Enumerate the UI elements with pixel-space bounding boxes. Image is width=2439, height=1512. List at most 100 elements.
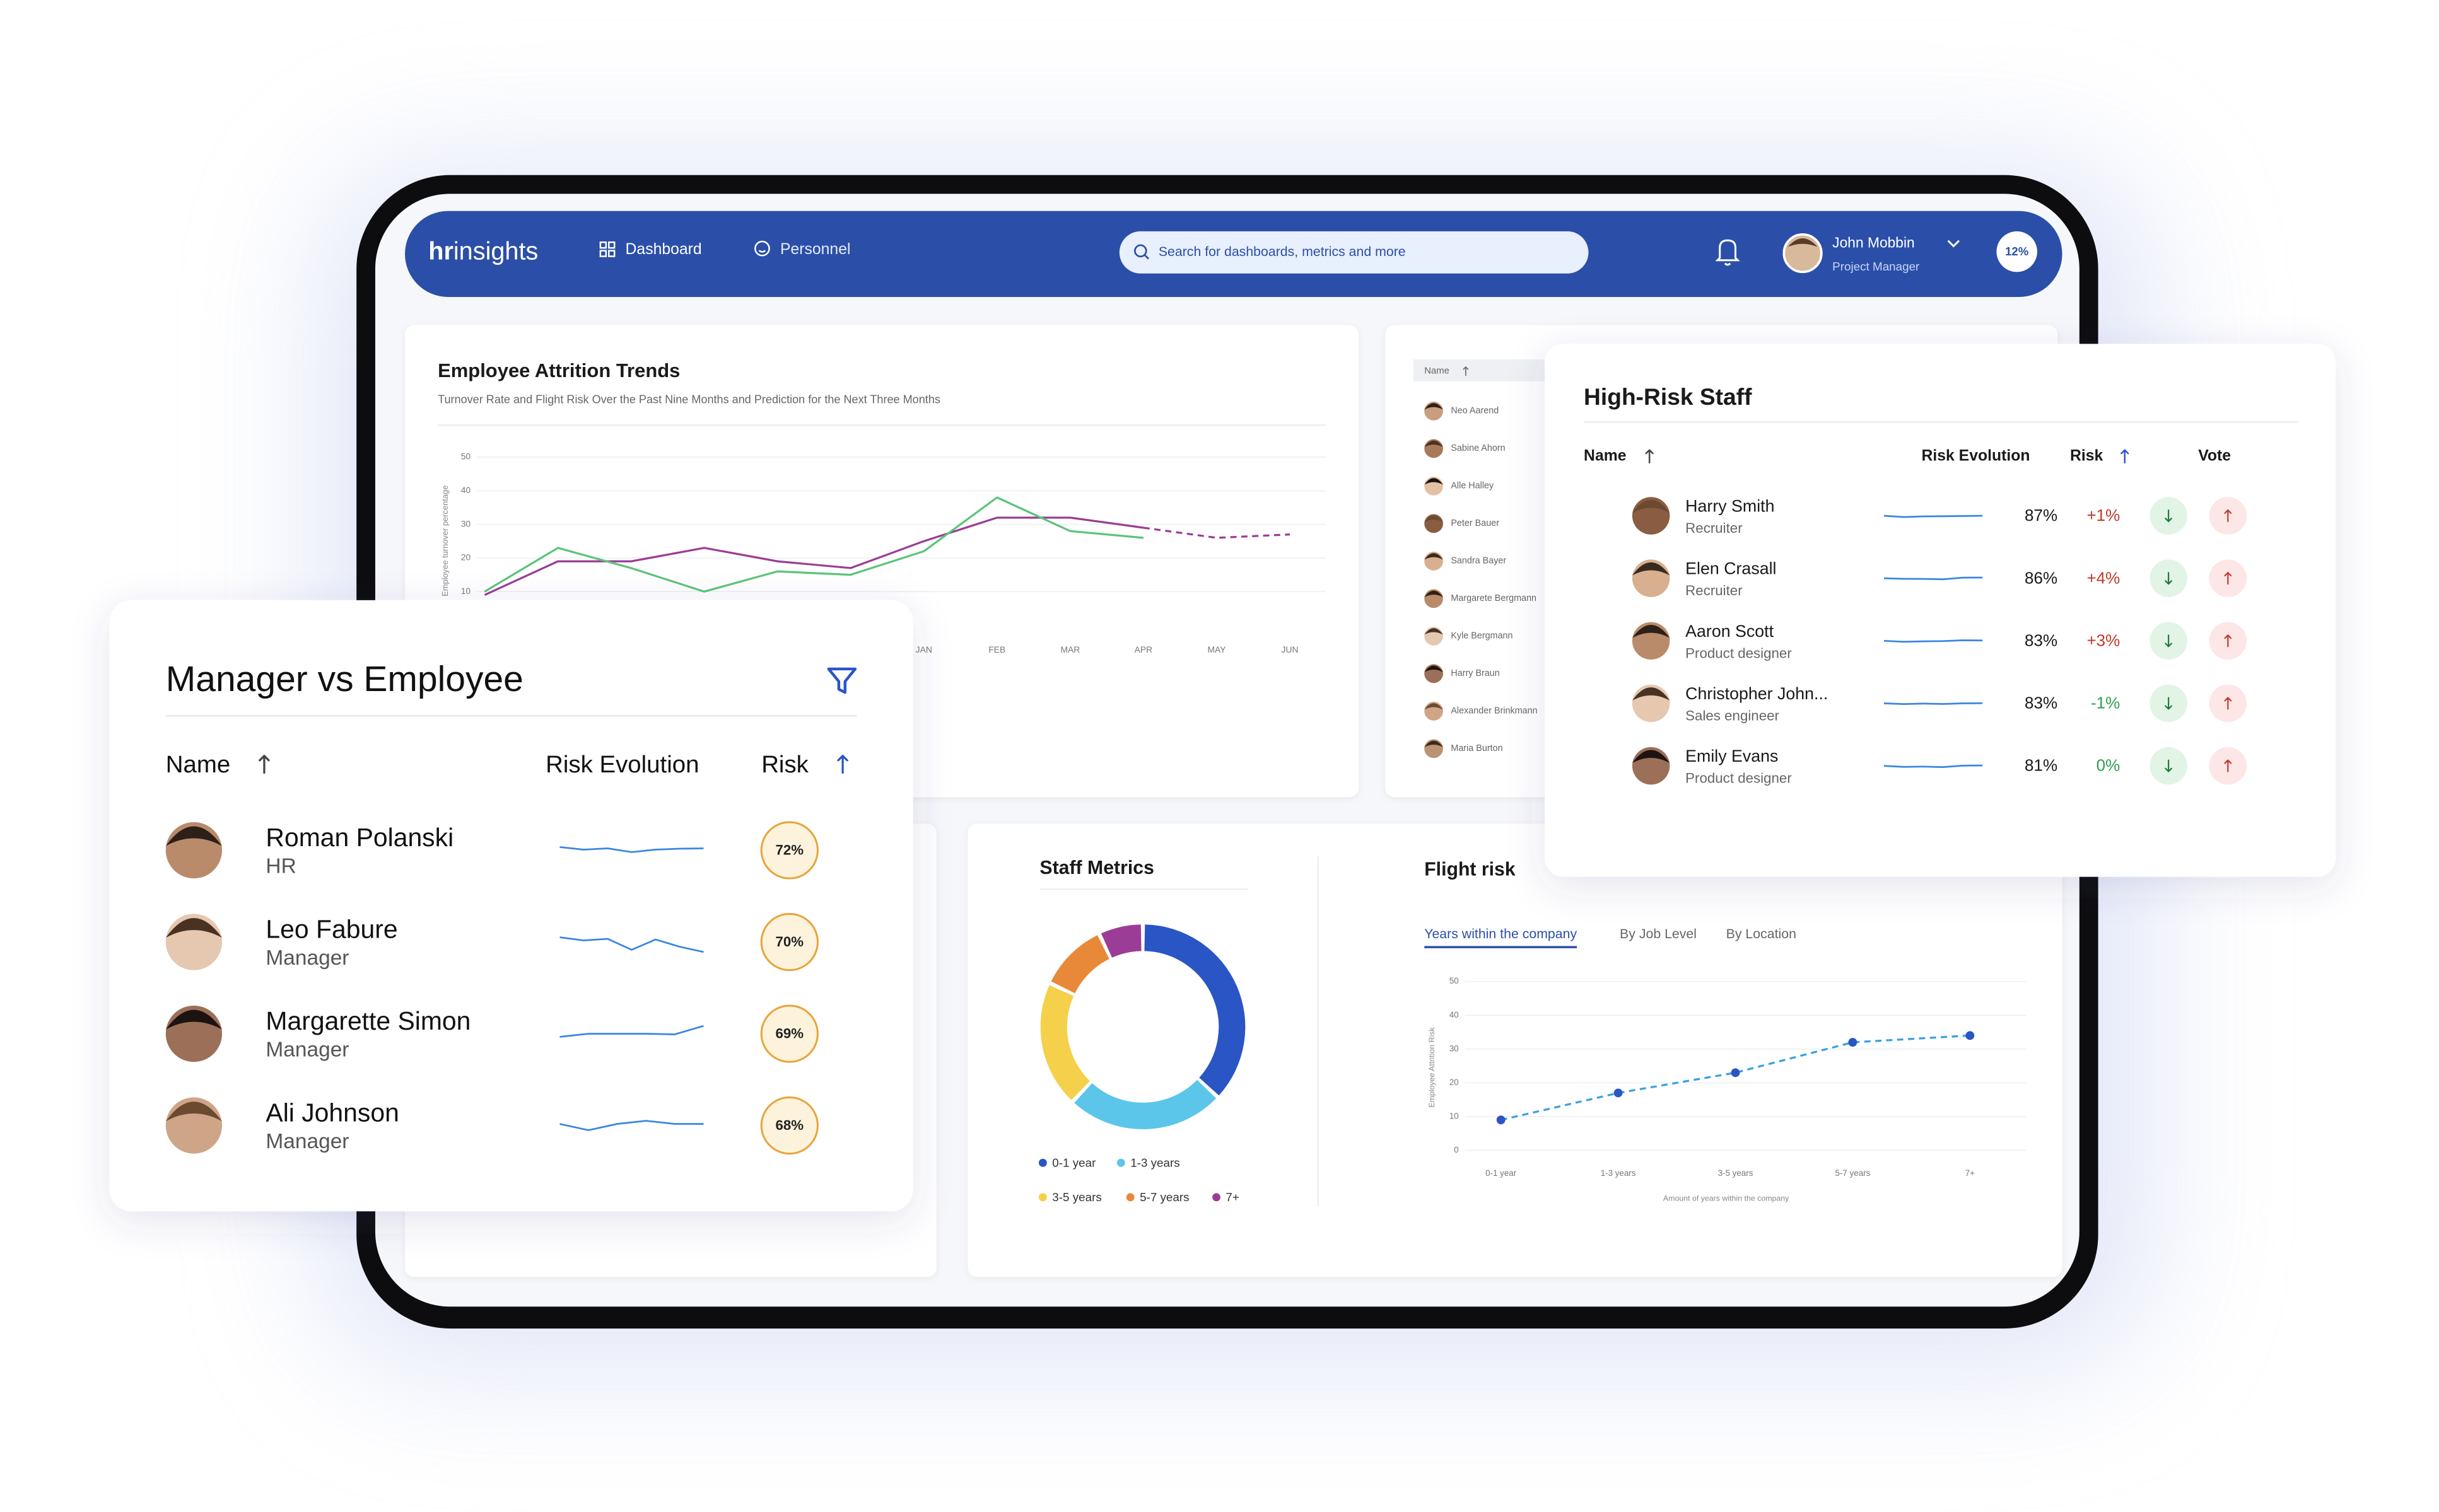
avatar-hair xyxy=(165,826,223,846)
y-axis-label: Employee Attrition Risk xyxy=(1427,1027,1436,1108)
filter-icon[interactable] xyxy=(827,667,857,694)
risk-value: 72% xyxy=(776,842,804,858)
y-axis-label: Employee turnover percentage xyxy=(440,486,450,596)
list-header xyxy=(1413,359,1557,381)
vote-down-icon xyxy=(2165,634,2172,648)
vote-down-icon xyxy=(2165,572,2172,585)
user-menu-chevron[interactable] xyxy=(1947,240,1960,248)
risk-change: -1% xyxy=(2091,694,2120,712)
progress-badge: 12% xyxy=(2005,245,2029,258)
avatar-hair xyxy=(1632,499,1670,513)
list-name: Harry Braun xyxy=(1451,668,1499,678)
x-tick-label: MAY xyxy=(1207,644,1225,654)
vote-up-icon xyxy=(2224,634,2232,648)
card-subtitle: Turnover Rate and Flight Risk Over the P… xyxy=(438,393,940,405)
employee-name: Margarette Simon xyxy=(266,1006,471,1035)
tab[interactable]: Years within the company xyxy=(1424,926,1577,941)
search-box[interactable] xyxy=(1119,231,1589,274)
y-tick-label: 20 xyxy=(1449,1078,1459,1087)
user-role: Project Manager xyxy=(1832,260,1919,273)
list-name: Alexander Brinkmann xyxy=(1451,706,1537,716)
employee-name: Ali Johnson xyxy=(266,1098,399,1127)
column-header[interactable]: Risk xyxy=(2070,447,2103,464)
nav-item[interactable]: Dashboard xyxy=(626,241,702,258)
x-tick-label: JAN xyxy=(916,644,932,654)
x-tick-label: MAR xyxy=(1060,644,1080,654)
donut-segment xyxy=(1074,1079,1217,1129)
sparkline xyxy=(559,846,704,853)
column-header[interactable]: Name xyxy=(1584,447,1626,464)
y-tick-label: 40 xyxy=(1449,1010,1459,1020)
staff-name: Christopher John... xyxy=(1685,684,1828,703)
legend-swatch xyxy=(1038,1193,1047,1202)
vote-down-icon xyxy=(2165,509,2172,523)
sparkline xyxy=(1883,639,1983,643)
legend-label: 1-3 years xyxy=(1130,1156,1179,1169)
sparkline xyxy=(1883,702,1983,706)
column-header: Risk Evolution xyxy=(1921,447,2030,464)
employee-name: Leo Fabure xyxy=(266,914,397,943)
card xyxy=(968,823,2062,1277)
data-point xyxy=(1965,1031,1975,1040)
staff-role: Recruiter xyxy=(1685,520,1743,536)
y-tick-label: 30 xyxy=(461,518,471,528)
column-header[interactable]: Risk xyxy=(761,751,809,778)
logo-regular: insights xyxy=(453,238,538,265)
sparkline xyxy=(559,936,704,953)
avatar-hair xyxy=(1424,590,1443,598)
legend-swatch xyxy=(1212,1193,1220,1202)
card-title: Employee Attrition Trends xyxy=(438,359,680,381)
avatar-hair xyxy=(1424,740,1443,748)
vote-down-icon xyxy=(2165,697,2172,710)
staff-role: Product designer xyxy=(1685,645,1792,661)
risk-value: 69% xyxy=(776,1026,804,1042)
risk-change: 0% xyxy=(2097,756,2120,775)
sort-arrow xyxy=(1645,449,1654,464)
x-tick-label: APR xyxy=(1135,644,1153,654)
tab[interactable]: By Location xyxy=(1726,926,1796,941)
vote-up-icon xyxy=(2224,572,2232,585)
vote-up-icon xyxy=(2224,509,2232,523)
risk-value: 86% xyxy=(2025,568,2057,587)
x-tick-label: JUN xyxy=(1282,644,1299,654)
y-tick-label: 10 xyxy=(461,586,471,596)
risk-badge xyxy=(760,1096,819,1155)
search-placeholder: Search for dashboards, metrics and more xyxy=(1159,244,1406,259)
sparkline xyxy=(1883,576,1983,581)
avatar-hair xyxy=(1424,665,1443,673)
y-tick-label: 20 xyxy=(461,552,471,562)
sparkline xyxy=(1883,515,1983,518)
user-avatar-hair xyxy=(1787,238,1818,247)
avatar-hair xyxy=(1632,750,1670,764)
series-line xyxy=(1143,526,1290,539)
x-tick-label: 7+ xyxy=(1965,1168,1975,1178)
sort-arrow xyxy=(1463,366,1469,376)
x-tick-label: 1-3 years xyxy=(1601,1168,1636,1178)
tab[interactable]: By Job Level xyxy=(1620,926,1697,941)
list-name: Margarete Bergmann xyxy=(1451,593,1536,603)
vote-down-icon xyxy=(2165,759,2172,772)
risk-value: 68% xyxy=(776,1117,804,1133)
risk-value: 81% xyxy=(2025,756,2057,775)
vote-up-icon xyxy=(2224,697,2232,710)
list-name: Peter Bauer xyxy=(1451,518,1499,528)
user-name: John Mobbin xyxy=(1832,235,1915,251)
staff-role: Sales engineer xyxy=(1685,707,1779,723)
risk-change: +1% xyxy=(2086,506,2120,525)
sparkline xyxy=(1883,764,1983,768)
donut-segment xyxy=(1101,924,1142,958)
legend-swatch xyxy=(1116,1158,1125,1167)
list-name: Maria Burton xyxy=(1451,743,1502,753)
y-tick-label: 40 xyxy=(461,485,471,495)
y-tick-label: 10 xyxy=(1449,1111,1459,1120)
badge-circle xyxy=(1996,231,2037,272)
nav-item[interactable]: Personnel xyxy=(780,241,851,258)
donut-segment xyxy=(1144,924,1246,1096)
notification-bell[interactable] xyxy=(1715,239,1740,266)
column-header[interactable]: Name xyxy=(166,751,230,778)
column-header: Vote xyxy=(2198,447,2231,464)
search-icon xyxy=(1134,244,1149,260)
sparkline xyxy=(559,1120,704,1131)
